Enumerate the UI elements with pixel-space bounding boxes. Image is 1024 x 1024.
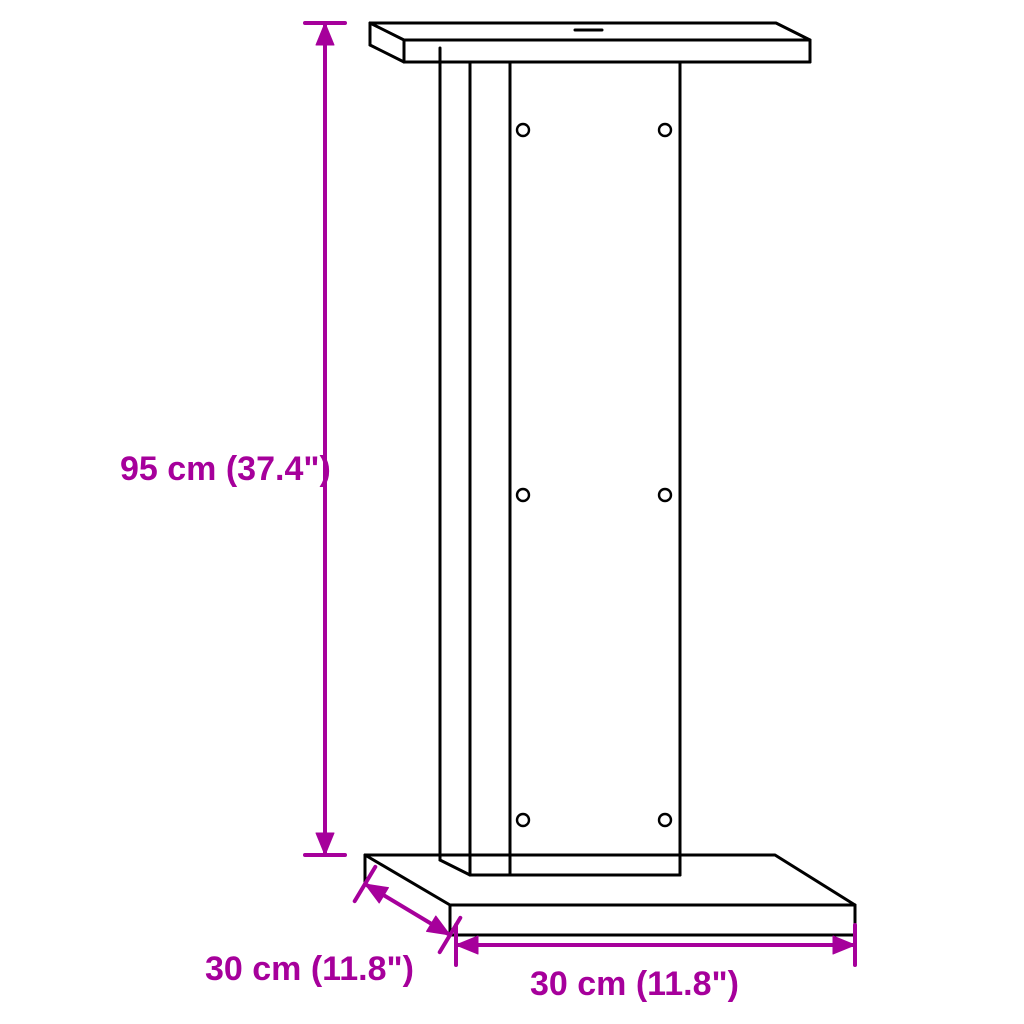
height-label: 95 cm (37.4") [120,450,331,488]
dimension-labels: 95 cm (37.4") 30 cm (11.8") 30 cm (11.8"… [120,450,739,1003]
dimension-diagram: 95 cm (37.4") 30 cm (11.8") 30 cm (11.8"… [0,0,1024,1024]
width-label: 30 cm (11.8") [530,965,739,1003]
depth-label: 30 cm (11.8") [205,950,414,988]
product-outline [365,23,855,935]
dimension-lines [305,23,855,965]
